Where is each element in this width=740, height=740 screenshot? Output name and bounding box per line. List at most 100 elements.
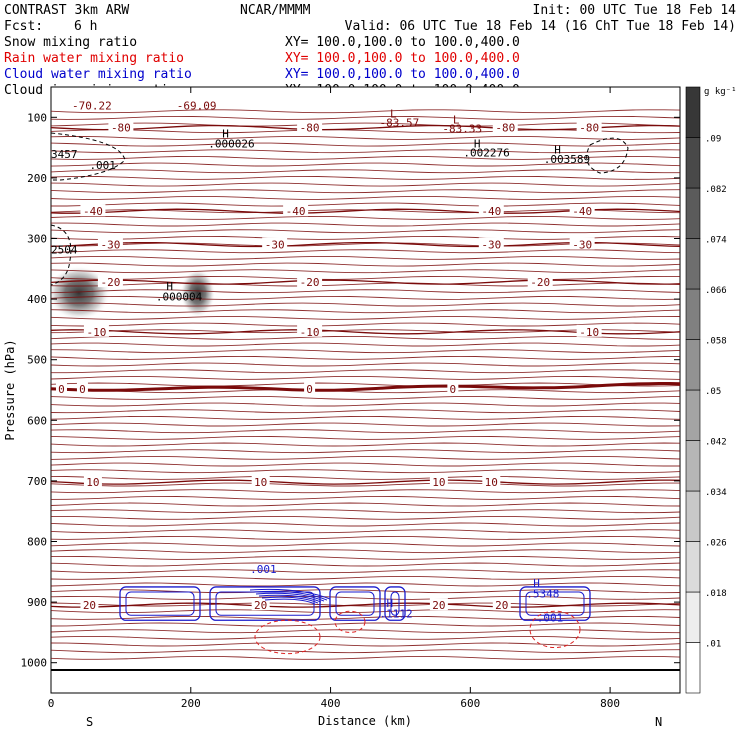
isotherm-line	[51, 275, 680, 280]
isotherm-line	[51, 442, 680, 447]
cloud-water-contour	[119, 586, 201, 621]
annotation: .003589	[544, 153, 590, 166]
isotherm-line	[51, 582, 680, 587]
isotherm-line	[51, 135, 680, 140]
colorbar-swatch	[685, 238, 701, 290]
isotherm-label-bg	[429, 475, 448, 488]
isotherm-line	[51, 202, 680, 207]
x-tick-label: 400	[321, 697, 341, 710]
isotherm-line	[51, 569, 680, 574]
isotherm-line	[51, 122, 680, 127]
isotherm-line	[51, 435, 680, 440]
isotherm-line	[51, 229, 680, 234]
isotherm-line	[51, 429, 680, 434]
isotherm-line	[51, 595, 680, 600]
isotherm-label: 20	[254, 599, 267, 612]
isotherm-line	[51, 555, 680, 560]
annotation: H	[474, 138, 481, 151]
y-tick-label: 1000	[21, 657, 48, 670]
isotherm-line	[51, 115, 680, 120]
isotherm-label-bg	[576, 324, 602, 337]
y-tick-label: 100	[27, 111, 47, 124]
isotherm-line	[51, 322, 680, 327]
colorbar-label: .01	[705, 640, 721, 650]
isotherm-line	[51, 655, 680, 660]
field-name-2: Cloud water mixing ratio	[4, 67, 192, 82]
y-tick-label: 800	[27, 536, 47, 549]
colorbar-swatch	[685, 339, 701, 391]
isotherm-label-bg	[478, 204, 504, 217]
y-tick-label: 900	[27, 596, 47, 609]
x-tick-label: 200	[181, 697, 201, 710]
isotherm-line	[51, 362, 680, 367]
y-tick-label: 400	[27, 293, 47, 306]
colorbar-swatch	[685, 288, 701, 340]
isotherm-label: -40	[286, 205, 306, 218]
isotherm-line	[51, 422, 680, 427]
isotherm-line	[51, 562, 680, 567]
snow-blob-1	[180, 268, 216, 318]
isotherm-label: 0	[450, 383, 457, 396]
isotherm-line	[51, 449, 680, 454]
isotherm-label-bg	[492, 598, 511, 611]
isotherm-line	[51, 175, 680, 180]
isotherm-label-bg	[83, 475, 102, 488]
isotherm-line	[51, 455, 680, 460]
isotherm-label: -10	[300, 326, 320, 339]
annotation: .002276	[463, 147, 509, 160]
isotherm-line	[51, 309, 680, 314]
y-tick-label: 600	[27, 414, 47, 427]
annotation: H	[386, 597, 393, 610]
isotherm-label-bg	[80, 204, 106, 217]
colorbar-swatch	[685, 86, 701, 138]
isotherm-line	[51, 269, 680, 274]
x-tick-label: 800	[600, 697, 620, 710]
cloud-water-contour-nest	[249, 588, 331, 600]
annotation: .1112	[379, 607, 412, 620]
isotherm-line	[51, 469, 680, 474]
isotherm-line	[51, 222, 680, 227]
cloud-water-contour-nest	[264, 598, 316, 605]
annotation: L	[390, 107, 397, 120]
isotherm-line	[51, 389, 680, 394]
cloud-water-contour-nest	[258, 594, 322, 603]
rain-contour	[529, 610, 581, 649]
colorbar-swatch	[685, 541, 701, 593]
isotherm-line	[51, 542, 680, 547]
isotherm--80	[51, 124, 680, 131]
isotherm-line	[51, 515, 680, 520]
isotherm-label-bg	[55, 381, 67, 394]
colorbar-label: .074	[705, 236, 727, 246]
isotherm-label: -30	[265, 239, 285, 252]
y-tick-label: 700	[27, 475, 47, 488]
isotherm-0	[51, 382, 680, 392]
isotherm-line	[51, 355, 680, 360]
isotherm-label: 0	[306, 383, 313, 396]
annotation: H	[554, 144, 561, 157]
isotherm-label: -20	[100, 276, 120, 289]
isotherm-label: -20	[300, 276, 320, 289]
isotherm-line	[51, 635, 680, 640]
annotation: 2504	[51, 244, 78, 257]
isotherm-label-bg	[482, 475, 501, 488]
isotherm-label: -30	[572, 239, 592, 252]
isotherm-label: -30	[100, 239, 120, 252]
isotherm-label-bg	[576, 120, 602, 133]
colorbar-label: .042	[705, 438, 727, 448]
isotherm-line	[51, 395, 680, 400]
isotherm-label: 10	[485, 476, 498, 489]
isotherm-label-bg	[76, 381, 88, 394]
isotherm-label: -40	[572, 205, 592, 218]
isotherm-label-bg	[297, 275, 323, 288]
colorbar-swatch	[685, 440, 701, 492]
isotherm-line	[51, 282, 680, 287]
cloud-water-contour-inner	[125, 591, 195, 616]
ice-contour-right	[586, 137, 629, 174]
snow-blob-0	[51, 265, 111, 321]
annotation: 3457	[51, 148, 78, 161]
isotherm-line	[51, 149, 680, 154]
isotherm-line	[51, 295, 680, 300]
isotherm-label-bg	[262, 237, 288, 250]
colorbar-swatch	[685, 490, 701, 542]
